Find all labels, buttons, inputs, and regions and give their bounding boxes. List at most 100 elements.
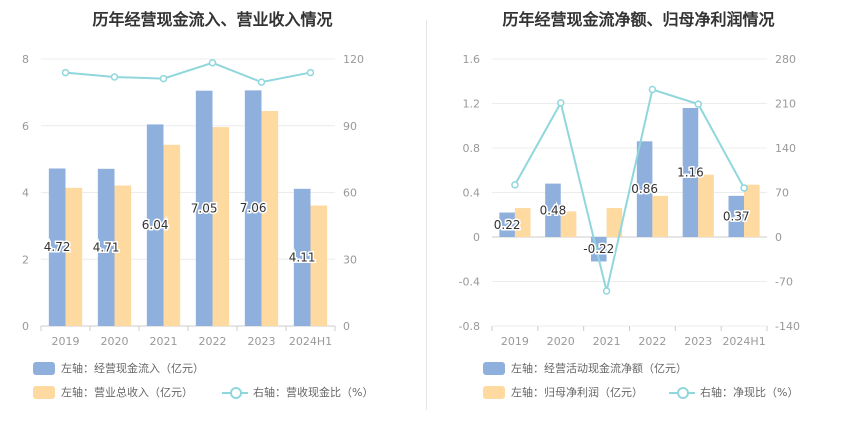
y-tick-right: 120 xyxy=(343,53,364,66)
bar-data-label: 1.16 xyxy=(677,165,704,179)
bar-orange xyxy=(560,211,577,237)
y-tick-right: 280 xyxy=(775,53,796,66)
panel-divider xyxy=(426,20,427,410)
y-tick-right: 0 xyxy=(343,320,350,333)
y-tick-right: -70 xyxy=(775,276,793,289)
ratio-point xyxy=(511,181,519,189)
y-tick-left: 0 xyxy=(473,231,480,244)
ratio-line xyxy=(514,88,745,292)
legend-item-revenue[interactable]: 左轴：营业总收入（亿元） xyxy=(33,384,193,400)
ratio-point xyxy=(306,68,315,77)
ratio-point xyxy=(648,85,657,94)
legend-item-net-cash-ratio[interactable]: 右轴：净现比（%） xyxy=(669,384,798,400)
y-tick-right: 70 xyxy=(775,187,789,200)
legend-label: 左轴：经营活动现金流净额（亿元） xyxy=(511,362,687,375)
bar-data-label: 6.04 xyxy=(142,218,169,232)
y-tick-right: 140 xyxy=(775,142,796,155)
ratio-point xyxy=(208,59,217,67)
y-tick-right: -140 xyxy=(775,320,800,333)
y-tick-left: 8 xyxy=(22,53,29,66)
y-tick-left: -0.8 xyxy=(459,320,480,333)
bar-blue xyxy=(682,107,699,237)
bar-data-label: 0.86 xyxy=(631,182,658,196)
legend-swatch-orange xyxy=(33,385,55,399)
y-tick-left: 2 xyxy=(22,253,29,266)
left-chart-title: 历年经营现金流入、营业收入情况 xyxy=(92,10,333,29)
bar-orange xyxy=(514,208,531,237)
bar-data-label: 7.05 xyxy=(191,201,218,215)
bar-orange xyxy=(652,195,668,237)
x-tick-label: 2024H1 xyxy=(722,335,765,348)
bar-orange xyxy=(606,208,623,237)
bar-blue xyxy=(545,183,561,237)
ratio-point xyxy=(557,99,565,107)
legend-label: 左轴：归母净利润（亿元） xyxy=(511,386,643,399)
x-tick-label: 2019 xyxy=(501,335,529,348)
x-tick-label: 2020 xyxy=(547,335,575,348)
ratio-point xyxy=(110,73,119,81)
bar-data-label: 7.06 xyxy=(240,201,267,215)
x-tick-label: 2021 xyxy=(150,335,178,348)
bar-data-label: 4.11 xyxy=(289,250,316,264)
left-chart-panel: 历年经营现金流入、营业收入情况 0 2 4 6 8 0 30 60 90 120 2019 2020 2… xyxy=(22,10,373,400)
y-tick-right: 60 xyxy=(343,187,357,200)
x-tick-label: 2024H1 xyxy=(289,335,332,348)
bar-data-label: 0.22 xyxy=(494,218,521,232)
right-chart-title: 历年经营现金流净额、归母净利润情况 xyxy=(502,10,775,29)
legend-label: 右轴：营收现金比（%） xyxy=(253,386,374,399)
legend-swatch-line xyxy=(222,386,248,399)
legend-swatch-blue xyxy=(483,361,505,375)
bar-blue xyxy=(728,195,745,237)
left-chart-plot: 0 2 4 6 8 0 30 60 90 120 2019 2020 2021 2022 2023 2024H… xyxy=(22,53,364,348)
ratio-point xyxy=(61,68,70,77)
bar-blue xyxy=(48,168,66,326)
ratio-point xyxy=(602,287,611,295)
x-tick-label: 2020 xyxy=(101,335,129,348)
x-tick-label: 2022 xyxy=(199,335,227,348)
legend-label: 右轴：净现比（%） xyxy=(700,386,799,399)
y-tick-left: 4 xyxy=(22,187,29,200)
ratio-line xyxy=(65,61,311,84)
legend-item-cash-inflow[interactable]: 左轴：经营现金流入（亿元） xyxy=(33,360,204,376)
y-tick-left: 1.6 xyxy=(463,53,481,66)
x-tick-label: 2021 xyxy=(593,335,621,348)
legend-swatch-orange xyxy=(483,385,505,399)
y-tick-left: 0.8 xyxy=(463,142,481,155)
bar-orange xyxy=(310,205,328,326)
bar-blue xyxy=(244,90,262,326)
legend-item-net-cash-flow[interactable]: 左轴：经营活动现金流净额（亿元） xyxy=(483,360,687,376)
bar-data-label: 4.72 xyxy=(44,240,71,254)
y-tick-left: 0 xyxy=(22,320,29,333)
x-tick-label: 2023 xyxy=(684,335,712,348)
ratio-point xyxy=(159,74,168,83)
right-chart-panel: 历年经营现金流净额、归母净利润情况 -0.8 -0.4 0 0.4 0.8 1.2 1.6-… xyxy=(427,0,850,437)
legend-label: 左轴：经营现金流入（亿元） xyxy=(61,362,204,375)
x-tick-label: 2019 xyxy=(52,335,80,348)
y-tick-right: 0 xyxy=(775,231,782,244)
bar-blue xyxy=(636,141,653,237)
bar-data-label: 0.37 xyxy=(723,209,750,223)
bar-blue xyxy=(97,168,115,326)
ratio-point xyxy=(257,78,266,86)
bar-blue xyxy=(293,188,311,326)
legend-label: 左轴：营业总收入（亿元） xyxy=(61,386,193,399)
bar-orange xyxy=(163,144,181,326)
bar-orange xyxy=(744,184,760,237)
y-tick-right: 210 xyxy=(775,98,796,111)
bar-data-label: -0.22 xyxy=(583,242,614,256)
bar-orange xyxy=(65,187,83,326)
bar-blue xyxy=(146,124,164,326)
ratio-point xyxy=(740,184,748,192)
bar-orange xyxy=(114,185,132,326)
bar-blue xyxy=(195,90,213,326)
y-tick-right: 30 xyxy=(343,253,357,266)
legend-item-net-profit[interactable]: 左轴：归母净利润（亿元） xyxy=(483,384,643,400)
bar-orange xyxy=(698,174,714,237)
legend-swatch-blue xyxy=(33,361,55,375)
y-tick-left: 1.2 xyxy=(463,98,481,111)
ratio-point xyxy=(694,100,702,108)
legend-item-revenue-cash-ratio[interactable]: 右轴：营收现金比（%） xyxy=(222,384,373,400)
legend-swatch-line xyxy=(669,386,695,399)
y-tick-left: 0.4 xyxy=(463,187,481,200)
bar-orange xyxy=(212,127,230,327)
